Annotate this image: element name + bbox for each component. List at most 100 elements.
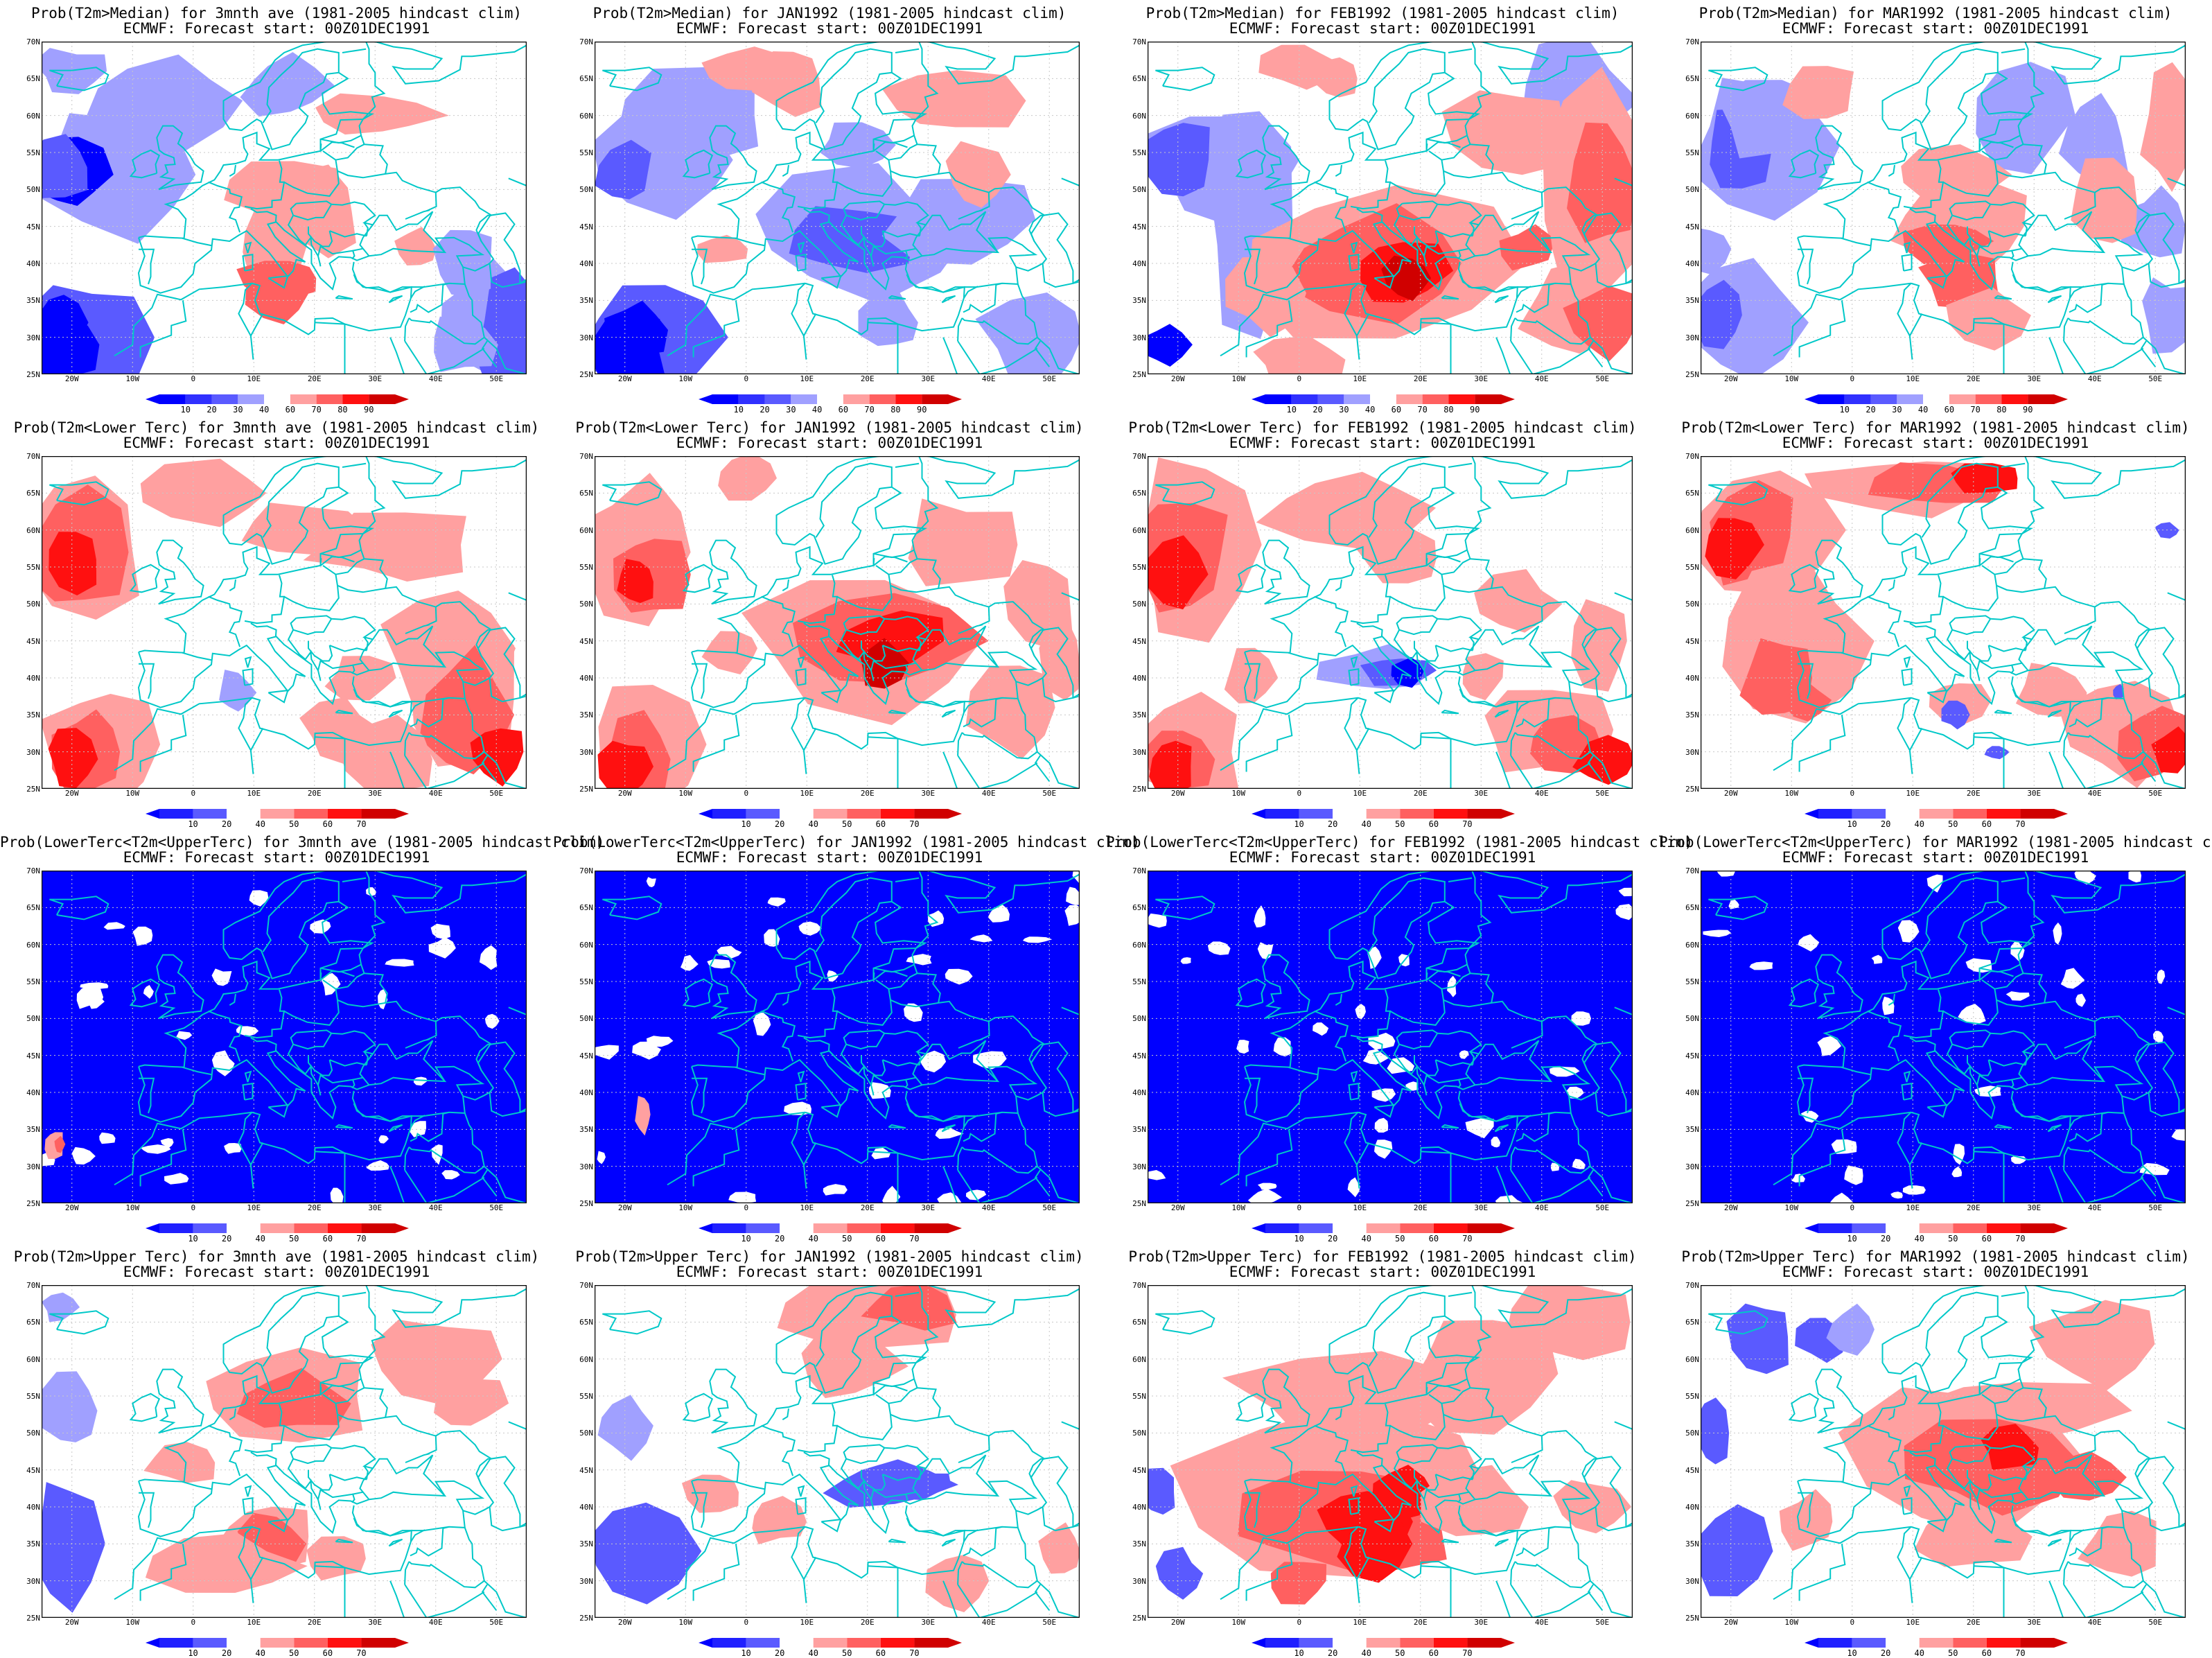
colorbar-tick-label: 60 [1944, 405, 1955, 414]
colorbar-tick-label: 70 [311, 405, 322, 414]
colorbar-tick-label: 60 [322, 819, 333, 829]
lon-tick-label: 0 [744, 374, 749, 383]
longitude-axis: 20W 10W 0 10E 20E 30E 40E 50E [1148, 789, 1633, 799]
colorbar-segment [780, 1223, 814, 1233]
probability-map [42, 871, 527, 1203]
lon-tick-label: 10E [800, 374, 814, 383]
colorbar-segment [843, 394, 870, 404]
lon-tick-label: 10E [1353, 374, 1367, 383]
lat-tick-label: 60N [579, 940, 593, 950]
map-frame [595, 871, 1080, 1203]
colorbar-segment [712, 809, 746, 819]
shaded-region [1984, 746, 2010, 760]
lon-tick-label: 50E [1595, 789, 1610, 798]
lon-tick-label: 40E [428, 789, 443, 798]
lon-tick-label: 40E [981, 789, 996, 798]
colorbar-arrow-left [146, 394, 159, 404]
lon-tick-label: 20W [1723, 374, 1738, 383]
coastlines [602, 871, 1080, 1203]
shaded-region [789, 206, 914, 273]
colorbar-segment [746, 1638, 780, 1648]
shaded-region [597, 1395, 653, 1461]
lat-tick-label: 55N [1132, 148, 1146, 157]
lat-tick-label: 60N [1132, 940, 1146, 950]
lat-tick-label: 50N [1132, 185, 1146, 195]
lat-tick-label: 65N [1685, 74, 1699, 84]
shaded-region [820, 122, 896, 168]
lon-tick-label: 0 [191, 374, 196, 383]
colorbar [699, 1223, 962, 1233]
probability-map [1701, 871, 2186, 1203]
colorbar-tick-label: 70 [909, 1234, 920, 1244]
lon-tick-label: 0 [191, 789, 196, 798]
latitude-axis: 70N 65N 60N 55N 50N 45N 40N 35N 30N 25N [1680, 866, 1699, 1208]
shaded-region [1782, 66, 1854, 119]
lat-tick-label: 45N [1132, 1051, 1146, 1061]
map-panel: Prob(T2m>Upper Terc) for JAN1992 (1981-2… [553, 1244, 1106, 1658]
colorbar-segment [238, 394, 265, 404]
lat-tick-label: 50N [26, 185, 40, 195]
shaded-region [2028, 1300, 2155, 1391]
colorbar-tick-label: 70 [356, 1648, 367, 1658]
lon-tick-label: 20W [1170, 789, 1185, 798]
colorbar-segment [227, 809, 261, 819]
map-panel: Prob(T2m>Median) for 3mnth ave (1981-200… [0, 0, 553, 414]
colorbar-arrow-left [1805, 809, 1818, 819]
lat-tick-label: 45N [1132, 1465, 1146, 1475]
shaded-region [245, 267, 309, 324]
latitude-axis: 70N 65N 60N 55N 50N 45N 40N 35N 30N 25N [574, 1281, 593, 1623]
colorbar-segment [1975, 394, 2002, 404]
colorbar-arrow-left [1252, 1223, 1265, 1233]
colorbar-segment [1344, 394, 1371, 404]
colorbar-tick-label: 10 [741, 1648, 751, 1658]
lat-tick-label: 40N [1685, 674, 1699, 683]
lon-tick-label: 30E [1474, 374, 1489, 383]
colorbar-tick-label: 10 [1294, 1234, 1304, 1244]
colorbar-tick-label: 60 [875, 1648, 886, 1658]
lat-tick-label: 65N [579, 74, 593, 84]
lat-tick-label: 50N [579, 600, 593, 609]
lat-tick-label: 30N [26, 1576, 40, 1586]
colorbar-tick-label: 70 [356, 1234, 367, 1244]
colorbar-segment [813, 809, 848, 819]
lon-tick-label: 10W [678, 1618, 693, 1627]
colorbar [146, 1638, 409, 1648]
colorbar-segment [342, 394, 369, 404]
lat-tick-label: 60N [579, 111, 593, 121]
lon-tick-label: 20W [64, 374, 79, 383]
map-panel: Prob(LowerTerc<T2m<UpperTerc) for JAN199… [553, 829, 1140, 1244]
colorbar-arrow-right [395, 1223, 409, 1233]
colorbar-labels: 10 20 30 40 60 70 80 90 [146, 405, 409, 414]
colorbar-segment [1886, 809, 1920, 819]
latitude-axis: 70N 65N 60N 55N 50N 45N 40N 35N 30N 25N [21, 452, 40, 794]
lat-tick-label: 60N [1132, 525, 1146, 535]
shaded-region [881, 178, 1036, 265]
colorbar-labels: 10 20 40 50 60 70 [699, 819, 962, 829]
colorbar-tick-label: 70 [2015, 819, 2026, 829]
colorbar-segment [1986, 1638, 2021, 1648]
lat-tick-label: 30N [26, 1162, 40, 1171]
map-frame [1701, 456, 2186, 789]
colorbar-tick-label: 10 [741, 819, 751, 829]
lon-tick-label: 40E [1534, 1203, 1549, 1212]
lat-tick-label: 50N [1132, 600, 1146, 609]
lon-tick-label: 10E [1353, 789, 1367, 798]
colorbar-tick-label: 60 [1428, 1648, 1439, 1658]
lon-tick-label: 20W [1723, 1203, 1738, 1212]
colorbar-tick-label: 10 [1847, 1648, 1857, 1658]
map-panel: Prob(T2m<Lower Terc) for JAN1992 (1981-2… [553, 414, 1106, 829]
latitude-axis: 70N 65N 60N 55N 50N 45N 40N 35N 30N 25N [1127, 1281, 1146, 1623]
lat-tick-label: 35N [26, 1125, 40, 1135]
colorbar-labels: 10 20 40 50 60 70 [1805, 819, 2068, 829]
coastlines [602, 456, 1080, 789]
shaded-region [908, 498, 1018, 586]
colorbar-segment [193, 809, 227, 819]
colorbar-tick-label: 20 [221, 1648, 232, 1658]
colorbar-tick-label: 50 [289, 1234, 299, 1244]
lat-tick-label: 50N [26, 600, 40, 609]
coastlines [1708, 871, 2186, 1203]
panel-subtitle: ECMWF: Forecast start: 00Z01DEC1991 [1782, 1264, 2089, 1280]
lat-tick-label: 55N [579, 1392, 593, 1401]
panel-title: Prob(T2m>Upper Terc) for JAN1992 (1981-2… [575, 1248, 1084, 1265]
shaded-region [752, 51, 822, 117]
